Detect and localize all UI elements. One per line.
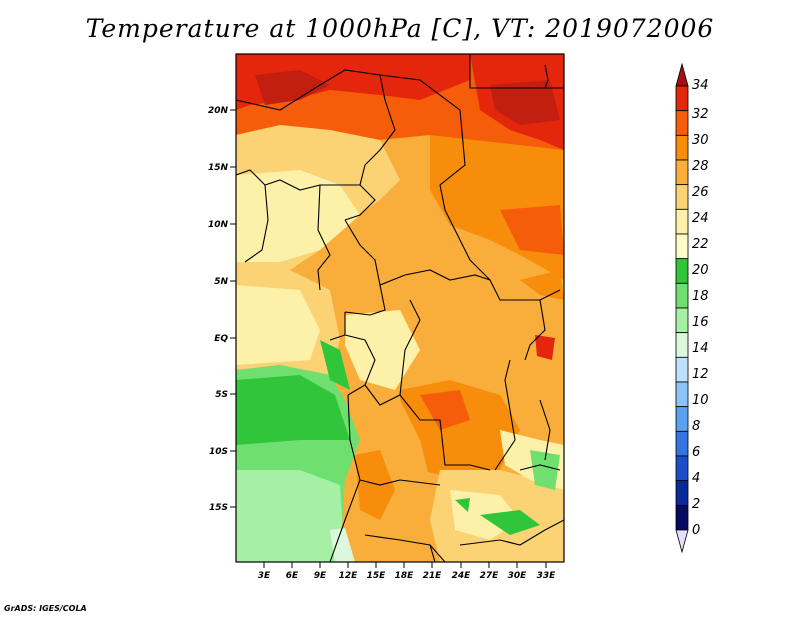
lat-tick-label: 10S <box>209 447 228 457</box>
colorbar-label: 4 <box>692 471 700 486</box>
colorbar-swatch <box>675 282 689 309</box>
map-frame <box>235 53 565 563</box>
lon-tick-label: 30E <box>508 571 528 581</box>
country-borders <box>236 54 564 562</box>
lon-tick-label: 33E <box>537 571 557 581</box>
lon-tick-label: 12E <box>339 571 359 581</box>
lat-tick-label: 15N <box>208 163 229 173</box>
colorbar-swatch <box>675 504 689 531</box>
colorbar-label: 18 <box>692 289 709 304</box>
colorbar-label: 24 <box>692 211 709 226</box>
colorbar-label: 32 <box>692 107 709 122</box>
colorbar-swatch <box>675 110 689 136</box>
colorbar-swatch <box>675 134 689 161</box>
colorbar-swatch <box>675 307 689 334</box>
colorbar-label: 22 <box>692 237 709 252</box>
lat-tick-label: 5N <box>214 277 228 287</box>
lon-axis <box>263 562 547 568</box>
colorbar-swatch <box>675 184 689 210</box>
lat-tick-label: 10N <box>208 220 229 230</box>
colorbar-label: 26 <box>692 185 709 200</box>
colorbar-label: 28 <box>692 159 709 174</box>
colorbar-swatch <box>675 406 689 432</box>
lon-tick-label: 9E <box>314 571 327 581</box>
colorbar-label: 12 <box>692 367 709 382</box>
colorbar <box>675 62 689 554</box>
lat-tick-labels: 20N 15N 10N 5N EQ 5S 10S 15S <box>208 106 229 513</box>
lat-axis <box>230 109 236 508</box>
colorbar-swatch <box>675 332 689 358</box>
colorbar-top-arrow <box>675 62 689 87</box>
colorbar-labels: 34 32 30 28 26 24 22 20 18 16 14 12 10 8… <box>692 78 709 538</box>
lat-tick-label: 15S <box>209 503 228 513</box>
colorbar-swatch <box>675 356 689 383</box>
colorbar-swatch <box>675 258 689 284</box>
colorbar-swatch <box>675 480 689 506</box>
map-title: Temperature at 1000hPa [C], VT: 20190720… <box>85 14 715 43</box>
colorbar-label: 6 <box>692 445 700 460</box>
colorbar-label: 30 <box>692 133 709 148</box>
colorbar-label: 0 <box>692 523 700 538</box>
colorbar-label: 8 <box>692 419 700 434</box>
lon-tick-labels: 3E 6E 9E 12E 15E 18E 21E 24E 27E 30E 33E <box>258 571 556 581</box>
lon-tick-label: 27E <box>480 571 500 581</box>
colorbar-label: 20 <box>692 263 709 278</box>
grads-credit: GrADS: IGES/COLA <box>4 604 87 613</box>
lon-tick-label: 18E <box>395 571 415 581</box>
colorbar-label: 34 <box>692 78 709 93</box>
colorbar-bottom-arrow <box>675 529 689 554</box>
lat-tick-label: EQ <box>214 334 228 344</box>
colorbar-label: 14 <box>692 341 709 356</box>
lat-tick-label: 5S <box>215 390 228 400</box>
colorbar-swatch <box>675 85 689 112</box>
colorbar-swatch <box>675 208 689 235</box>
colorbar-swatch <box>675 455 689 482</box>
colorbar-label: 2 <box>692 497 700 512</box>
colorbar-label: 10 <box>692 393 709 408</box>
colorbar-swatch <box>675 381 689 408</box>
lon-tick-label: 6E <box>286 571 299 581</box>
lon-tick-label: 15E <box>367 571 387 581</box>
lon-tick-label: 24E <box>452 571 472 581</box>
lon-tick-label: 21E <box>423 571 443 581</box>
colorbar-swatch <box>675 233 689 260</box>
lon-tick-label: 3E <box>258 571 271 581</box>
colorbar-swatch <box>675 430 689 457</box>
colorbar-swatch <box>675 159 689 186</box>
colorbar-label: 16 <box>692 315 709 330</box>
lat-tick-label: 20N <box>208 106 229 116</box>
temperature-field <box>236 54 564 562</box>
